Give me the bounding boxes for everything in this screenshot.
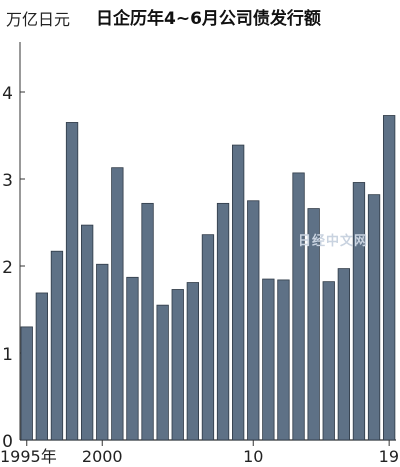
y-tick-label: 2 bbox=[2, 258, 13, 278]
bar-2007 bbox=[201, 234, 215, 441]
x-tick-label: 2000 bbox=[82, 447, 123, 466]
bar-2010 bbox=[247, 200, 260, 441]
bar-2001 bbox=[111, 167, 124, 441]
bar-2006 bbox=[186, 282, 200, 441]
y-tick-label: 4 bbox=[2, 84, 13, 104]
x-tick-label: 19 bbox=[379, 447, 399, 466]
bar-1996 bbox=[35, 292, 48, 441]
bar-2018 bbox=[367, 194, 381, 441]
bar-2002 bbox=[126, 276, 139, 441]
bar-2012 bbox=[277, 279, 290, 441]
bar-2003 bbox=[141, 202, 154, 441]
bar-1997 bbox=[50, 250, 64, 441]
bar-2011 bbox=[262, 278, 275, 441]
bar-2019 bbox=[382, 115, 396, 441]
y-tick-label: 3 bbox=[2, 171, 13, 191]
bar-2009 bbox=[231, 144, 245, 441]
bar-2004 bbox=[156, 304, 169, 441]
bar-2017 bbox=[352, 182, 366, 441]
x-tick-label: 10 bbox=[243, 447, 263, 466]
watermark: 日经中文网 bbox=[298, 234, 369, 249]
bar-1999 bbox=[81, 224, 94, 441]
bar-2008 bbox=[216, 202, 230, 441]
y-tick-label: 1 bbox=[2, 345, 13, 365]
y-axis-unit-label: 万亿日元 bbox=[6, 10, 71, 29]
bar-2005 bbox=[171, 289, 184, 441]
bar-2000 bbox=[96, 263, 109, 441]
bar-2015 bbox=[322, 281, 335, 441]
x-tick-label: 1995年 bbox=[0, 447, 57, 466]
bar-2014 bbox=[307, 208, 320, 441]
bar-2013 bbox=[292, 172, 305, 441]
bar-1995 bbox=[20, 326, 33, 441]
bar-1998 bbox=[65, 122, 79, 441]
y-tick-label: 0 bbox=[2, 432, 13, 452]
bar-2016 bbox=[337, 268, 351, 441]
chart-title: 日企历年4~6月公司债发行额 bbox=[96, 9, 321, 29]
